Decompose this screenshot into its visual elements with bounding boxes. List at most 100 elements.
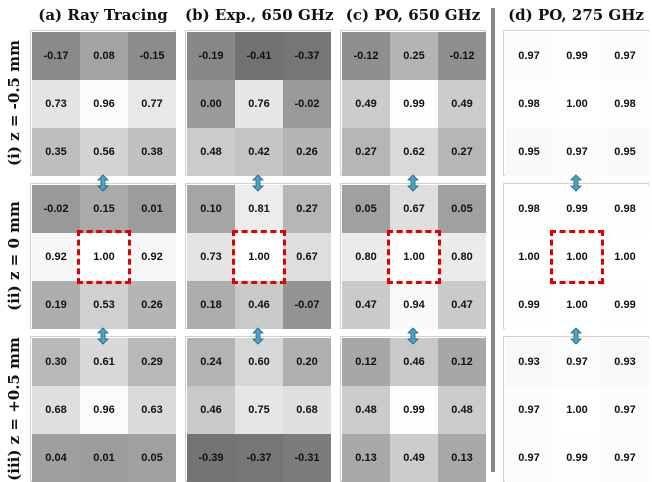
matrix-cell: 0.97 <box>601 386 649 434</box>
matrix-cell: 0.92 <box>32 233 80 281</box>
matrix-cell: 0.49 <box>390 434 438 482</box>
matrix-cell: 0.68 <box>283 386 331 434</box>
column-title-ray-tracing: (a) Ray Tracing <box>38 6 168 24</box>
matrix-cell: 0.98 <box>601 185 649 233</box>
row-label-z-zero: (ii) z = 0 mm <box>0 183 28 329</box>
matrix-cell: 0.98 <box>505 185 553 233</box>
matrix-cell: 0.80 <box>438 233 486 281</box>
matrix-cell: 1.00 <box>601 233 649 281</box>
matrix-cell: 0.48 <box>438 386 486 434</box>
matrix-cell: 0.47 <box>438 281 486 329</box>
matrix-panel-r1-c3: -0.12 0.25 -0.12 0.49 0.99 0.49 0.27 0.62 0.27 <box>340 30 486 176</box>
matrix-cell: -0.39 <box>187 434 235 482</box>
matrix-cell: 0.27 <box>342 128 390 176</box>
matrix-cell: 0.15 <box>80 185 128 233</box>
matrix-cell: 0.38 <box>128 128 176 176</box>
matrix-cell: 0.67 <box>283 233 331 281</box>
matrix-panel-r1-c1: -0.17 0.08 -0.15 0.73 0.96 0.77 0.35 0.56 0.38 <box>30 30 176 176</box>
matrix-cell: 0.97 <box>601 434 649 482</box>
row-label-text: (iii) z = +0.5 mm <box>5 337 24 481</box>
matrix-panel-r2-c2: 0.10 0.81 0.27 0.73 1.00 0.67 0.18 0.46 -0.07 <box>185 183 331 329</box>
matrix-cell: 1.00 <box>553 233 601 281</box>
column-title-po-275: (d) PO, 275 GHz <box>508 6 644 24</box>
matrix-cell: 0.01 <box>128 185 176 233</box>
matrix-cell: 0.99 <box>553 32 601 80</box>
matrix-cell: 0.04 <box>32 434 80 482</box>
matrix-cell: 0.25 <box>390 32 438 80</box>
matrix-cell: 0.56 <box>80 128 128 176</box>
matrix-cell: 0.67 <box>390 185 438 233</box>
vertical-double-arrow-icon <box>570 327 582 345</box>
vertical-double-arrow-icon <box>97 174 109 192</box>
matrix-cell: 0.05 <box>128 434 176 482</box>
matrix-cell: 0.73 <box>32 80 80 128</box>
matrix-cell: 0.01 <box>80 434 128 482</box>
row-label-text: (i) z = -0.5 mm <box>5 40 23 166</box>
matrix-cell: 0.96 <box>80 386 128 434</box>
vertical-double-arrow-icon <box>252 327 264 345</box>
matrix-cell: 0.99 <box>553 434 601 482</box>
matrix-panel-r1-c4: 0.97 0.99 0.97 0.98 1.00 0.98 0.95 0.97 0.95 <box>503 30 649 176</box>
matrix-cell: 0.99 <box>505 281 553 329</box>
matrix-cell: 0.29 <box>128 338 176 386</box>
column-title-experiment-650: (b) Exp., 650 GHz <box>185 6 334 24</box>
matrix-cell: -0.12 <box>438 32 486 80</box>
matrix-cell: 0.08 <box>80 32 128 80</box>
matrix-cell: 0.92 <box>128 233 176 281</box>
matrix-cell: 0.46 <box>187 386 235 434</box>
matrix-cell: 0.48 <box>342 386 390 434</box>
vertical-double-arrow-icon <box>570 174 582 192</box>
vertical-double-arrow-icon <box>407 174 419 192</box>
matrix-cell: -0.02 <box>32 185 80 233</box>
matrix-cell: 0.77 <box>128 80 176 128</box>
matrix-cell: 0.93 <box>601 338 649 386</box>
matrix-cell: 0.76 <box>235 80 283 128</box>
matrix-cell: 0.75 <box>235 386 283 434</box>
matrix-cell: -0.41 <box>235 32 283 80</box>
matrix-cell: 0.48 <box>187 128 235 176</box>
matrix-cell: 0.10 <box>187 185 235 233</box>
matrix-cell: 0.26 <box>128 281 176 329</box>
matrix-cell: 0.99 <box>601 281 649 329</box>
matrix-panel-r3-c1: 0.30 0.61 0.29 0.68 0.96 0.63 0.04 0.01 0.05 <box>30 336 176 482</box>
vertical-double-arrow-icon <box>407 327 419 345</box>
row-label-z-plus: (iii) z = +0.5 mm <box>0 336 28 482</box>
matrix-panel-r3-c4: 0.93 0.97 0.93 0.97 1.00 0.97 0.97 0.99 0.97 <box>503 336 649 482</box>
matrix-cell: 0.93 <box>505 338 553 386</box>
matrix-cell: 0.47 <box>342 281 390 329</box>
matrix-cell: 0.13 <box>438 434 486 482</box>
matrix-cell: 0.27 <box>438 128 486 176</box>
matrix-cell: 0.26 <box>283 128 331 176</box>
matrix-panel-r1-c2: -0.19 -0.41 -0.37 0.00 0.76 -0.02 0.48 0.42 0.26 <box>185 30 331 176</box>
row-label-z-minus: (i) z = -0.5 mm <box>0 30 28 176</box>
matrix-cell: -0.17 <box>32 32 80 80</box>
matrix-cell: 0.97 <box>601 32 649 80</box>
matrix-cell: 0.73 <box>187 233 235 281</box>
matrix-panel-r3-c2: 0.24 0.60 0.20 0.46 0.75 0.68 -0.39 -0.37 -0.31 <box>185 336 331 482</box>
vertical-double-arrow-icon <box>97 327 109 345</box>
matrix-cell: 0.97 <box>553 128 601 176</box>
matrix-cell: 1.00 <box>553 281 601 329</box>
matrix-cell: 0.94 <box>390 281 438 329</box>
matrix-cell: 0.81 <box>235 185 283 233</box>
matrix-cell: 1.00 <box>390 233 438 281</box>
matrix-cell: 0.97 <box>505 32 553 80</box>
matrix-cell: 0.99 <box>553 185 601 233</box>
matrix-cell: -0.12 <box>342 32 390 80</box>
row-label-text: (ii) z = 0 mm <box>5 201 23 311</box>
matrix-cell: 0.53 <box>80 281 128 329</box>
matrix-cell: 0.20 <box>283 338 331 386</box>
matrix-cell: 0.30 <box>32 338 80 386</box>
matrix-cell: 0.00 <box>187 80 235 128</box>
matrix-cell: 1.00 <box>553 386 601 434</box>
column-title-po-650: (c) PO, 650 GHz <box>345 6 481 24</box>
matrix-cell: 1.00 <box>553 80 601 128</box>
matrix-cell: 0.63 <box>128 386 176 434</box>
matrix-cell: 0.99 <box>390 386 438 434</box>
matrix-cell: 0.99 <box>390 80 438 128</box>
matrix-cell: 0.05 <box>438 185 486 233</box>
matrix-cell: 0.19 <box>32 281 80 329</box>
matrix-cell: 0.49 <box>342 80 390 128</box>
matrix-cell: -0.07 <box>283 281 331 329</box>
column-divider <box>491 8 495 472</box>
